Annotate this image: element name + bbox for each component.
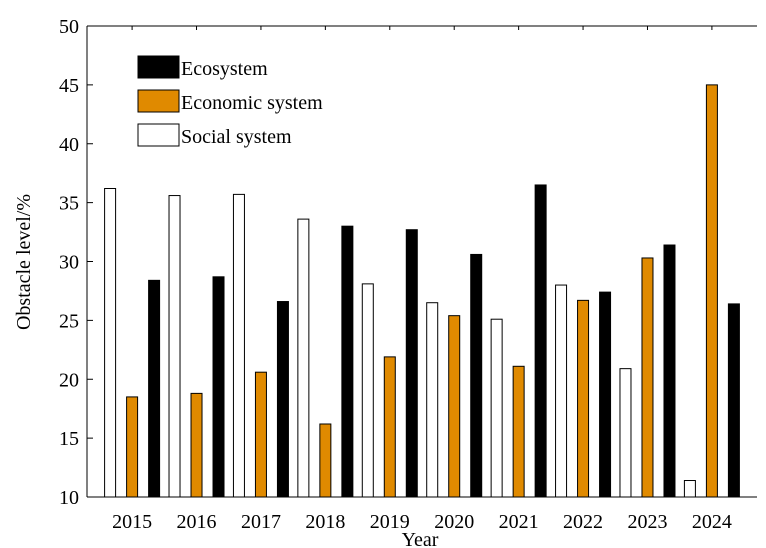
x-tick-label-2022: 2022 xyxy=(563,511,603,533)
bar-ecosystem-2023 xyxy=(663,244,676,498)
x-tick-label-2023: 2023 xyxy=(627,511,667,533)
y-tick-label-35: 35 xyxy=(59,193,79,215)
x-tick-label-2019: 2019 xyxy=(370,511,410,533)
y-tick-label-10: 10 xyxy=(59,487,79,509)
bar-social-system-2017 xyxy=(232,193,245,498)
bar-social-system-2015 xyxy=(104,187,117,498)
bar-economic-system-2024 xyxy=(705,84,718,498)
bar-ecosystem-2022 xyxy=(599,291,612,498)
legend-label-social-system: Social system xyxy=(181,126,292,148)
bar-economic-system-2020 xyxy=(448,315,461,498)
x-tick-label-2015: 2015 xyxy=(112,511,152,533)
x-axis-label: Year xyxy=(402,529,439,548)
x-tick-label-2024: 2024 xyxy=(692,511,732,533)
bar-social-system-2022 xyxy=(555,284,568,498)
bar-economic-system-2023 xyxy=(641,257,654,498)
legend-swatch-ecosystem xyxy=(137,55,180,79)
y-tick-label-15: 15 xyxy=(59,428,79,450)
bar-economic-system-2017 xyxy=(254,371,267,498)
y-tick-label-20: 20 xyxy=(59,369,79,391)
bars-group xyxy=(104,84,740,498)
bar-social-system-2024 xyxy=(683,480,696,498)
bar-ecosystem-2020 xyxy=(470,253,483,498)
x-tick-label-2018: 2018 xyxy=(305,511,345,533)
bar-ecosystem-2017 xyxy=(276,301,289,498)
axes-group: 2015 2016 2017 2018 2019 2020 2021 2022 2023 2024… xyxy=(59,16,757,533)
bar-social-system-2019 xyxy=(361,283,374,498)
bar-economic-system-2022 xyxy=(577,299,590,498)
bar-ecosystem-2018 xyxy=(341,225,354,498)
bar-ecosystem-2021 xyxy=(534,184,547,498)
bar-ecosystem-2015 xyxy=(148,279,161,498)
bar-economic-system-2021 xyxy=(512,365,525,498)
bar-economic-system-2018 xyxy=(319,423,332,498)
bar-ecosystem-2016 xyxy=(212,276,225,498)
legend: Ecosystem Economic system Social system xyxy=(137,55,323,148)
bar-ecosystem-2024 xyxy=(727,303,740,498)
bar-social-system-2018 xyxy=(297,218,310,498)
y-tick-label-40: 40 xyxy=(59,134,79,156)
bar-social-system-2023 xyxy=(619,368,632,498)
legend-swatch-social-system xyxy=(137,123,180,147)
x-tick-label-2016: 2016 xyxy=(177,511,217,533)
bar-economic-system-2016 xyxy=(190,392,203,498)
bar-social-system-2016 xyxy=(168,195,181,498)
legend-label-economic-system: Economic system xyxy=(181,92,323,114)
x-tick-label-2020: 2020 xyxy=(434,511,474,533)
y-tick-label-30: 30 xyxy=(59,252,79,274)
y-axis-label: Obstacle level/% xyxy=(13,194,35,330)
bar-economic-system-2019 xyxy=(383,356,396,498)
y-tick-label-45: 45 xyxy=(59,75,79,97)
bar-ecosystem-2019 xyxy=(405,229,418,498)
bar-social-system-2021 xyxy=(490,318,503,498)
legend-label-ecosystem: Ecosystem xyxy=(181,58,268,80)
legend-swatch-economic-system xyxy=(137,89,180,113)
bar-economic-system-2015 xyxy=(126,396,139,498)
x-tick-label-2017: 2017 xyxy=(241,511,281,533)
x-tick-label-2021: 2021 xyxy=(499,511,539,533)
y-tick-label-25: 25 xyxy=(59,310,79,332)
bar-social-system-2020 xyxy=(426,302,439,498)
y-tick-label-50: 50 xyxy=(59,16,79,38)
